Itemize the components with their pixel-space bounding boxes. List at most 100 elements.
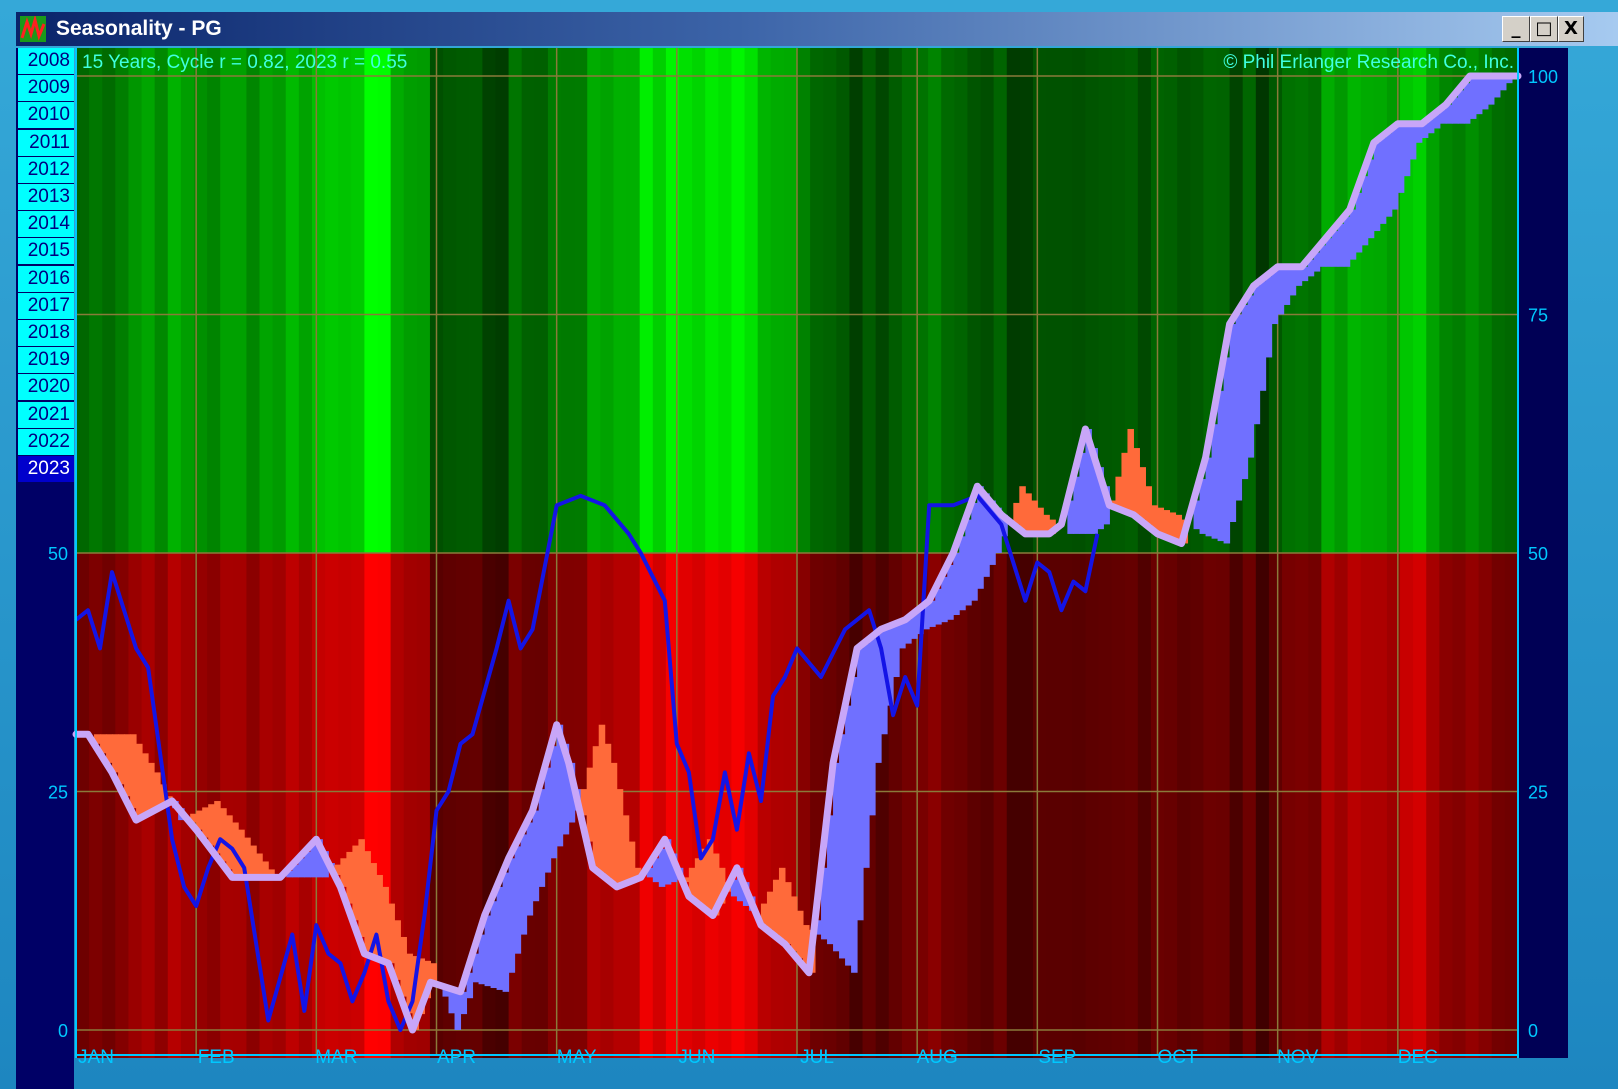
close-button[interactable]: X xyxy=(1558,16,1584,42)
divergence-bar xyxy=(1463,83,1471,124)
minimize-button[interactable]: _ xyxy=(1502,16,1530,42)
bg-band-positive xyxy=(508,48,523,553)
year-item-2013[interactable]: 2013 xyxy=(18,184,74,210)
bg-band-positive xyxy=(1164,48,1178,553)
bg-band-positive xyxy=(259,48,274,553)
year-item-2017[interactable]: 2017 xyxy=(18,292,74,319)
year-selector-panel: 2008 2009 2010 2011 2012 2013 2014 2015 2016 2017… xyxy=(16,48,74,1089)
bg-band-negative xyxy=(770,553,785,1058)
bg-band-positive xyxy=(679,48,693,553)
year-item-2019[interactable]: 2019 xyxy=(18,347,74,374)
bg-band-positive xyxy=(233,48,248,553)
y-tick-label-left: 50 xyxy=(48,544,68,564)
divergence-bar xyxy=(935,588,942,625)
bg-band-positive xyxy=(390,48,405,553)
divergence-bar xyxy=(262,861,269,878)
divergence-bar xyxy=(664,839,672,885)
bg-band-positive xyxy=(836,48,851,553)
year-item-2021[interactable]: 2021 xyxy=(18,401,74,428)
y-tick-label-right: 75 xyxy=(1528,306,1548,326)
divergence-bar xyxy=(358,839,365,937)
bg-band-negative xyxy=(1242,553,1257,1058)
year-item-2011[interactable]: 2011 xyxy=(18,129,74,156)
divergence-bar xyxy=(833,762,840,952)
year-item-2014[interactable]: 2014 xyxy=(18,211,74,238)
bg-band-negative xyxy=(1255,553,1270,1058)
year-item-2012[interactable]: 2012 xyxy=(18,156,74,183)
bg-band-negative xyxy=(954,553,969,1058)
divergence-bar xyxy=(772,879,780,935)
bg-band-negative xyxy=(272,553,287,1058)
x-tick-label: DEC xyxy=(1398,1047,1438,1068)
year-item-2008[interactable]: 2008 xyxy=(18,48,74,74)
year-item-2010[interactable]: 2010 xyxy=(18,102,74,129)
bg-band-positive xyxy=(416,48,431,553)
bg-band-negative xyxy=(1452,553,1467,1058)
divergence-bar xyxy=(1205,457,1213,537)
bg-band-negative xyxy=(1164,553,1178,1058)
window-title: Seasonality - PG xyxy=(56,17,222,40)
divergence-bar xyxy=(106,734,113,763)
bg-band-negative xyxy=(1334,553,1349,1058)
divergence-bar xyxy=(1415,123,1423,143)
divergence-bar xyxy=(718,867,726,904)
divergence-bar xyxy=(784,882,792,945)
divergence-bar xyxy=(316,839,323,878)
year-item-2016[interactable]: 2016 xyxy=(18,265,74,292)
divergence-bar xyxy=(1229,324,1237,522)
bg-band-negative xyxy=(233,553,248,1058)
divergence-bar xyxy=(496,886,504,990)
divergence-bar xyxy=(989,500,996,565)
year-item-2023[interactable]: 2023 xyxy=(18,456,74,482)
bg-band-positive xyxy=(744,48,759,553)
divergence-bar xyxy=(1433,114,1441,129)
title-bar: Seasonality - PG _ □ X xyxy=(16,12,1618,46)
divergence-bar xyxy=(1043,514,1050,534)
year-item-2018[interactable]: 2018 xyxy=(18,320,74,346)
divergence-bar xyxy=(1403,123,1411,177)
divergence-bar xyxy=(1091,448,1098,534)
bg-band-positive xyxy=(600,48,615,553)
bg-band-negative xyxy=(1111,553,1126,1058)
bg-band-negative xyxy=(797,553,811,1058)
divergence-bar xyxy=(508,858,516,973)
bg-band-negative xyxy=(285,553,300,1058)
bg-band-positive xyxy=(941,48,955,553)
bg-band-negative xyxy=(718,553,733,1058)
bg-band-negative xyxy=(1216,553,1231,1058)
divergence-bar xyxy=(562,743,570,835)
divergence-bar xyxy=(610,762,618,883)
divergence-bar xyxy=(1265,276,1273,358)
bg-band-negative xyxy=(692,553,706,1058)
divergence-bar xyxy=(340,858,347,887)
bg-band-positive xyxy=(1504,48,1519,553)
year-item-2022[interactable]: 2022 xyxy=(18,428,74,455)
year-item-2020[interactable]: 2020 xyxy=(18,374,74,401)
bg-band-negative xyxy=(679,553,693,1058)
bg-band-negative xyxy=(311,553,326,1058)
bg-band-negative xyxy=(1059,553,1073,1058)
divergence-bar xyxy=(1289,266,1297,296)
divergence-bar xyxy=(977,486,984,589)
maximize-button[interactable]: □ xyxy=(1530,16,1558,42)
divergence-bar xyxy=(1247,295,1255,458)
divergence-bar xyxy=(334,864,341,875)
year-item-2015[interactable]: 2015 xyxy=(18,238,74,265)
divergence-bar xyxy=(232,822,239,878)
bg-band-positive xyxy=(967,48,982,553)
divergence-bar xyxy=(244,837,251,878)
bg-band-negative xyxy=(298,553,313,1058)
bg-band-negative xyxy=(193,553,208,1058)
bg-band-negative xyxy=(1439,553,1454,1058)
divergence-bar xyxy=(424,960,431,999)
divergence-bar xyxy=(1451,97,1459,124)
divergence-bar xyxy=(682,877,690,883)
divergence-bar xyxy=(1385,133,1393,217)
divergence-bar xyxy=(971,502,978,601)
bg-band-positive xyxy=(364,48,379,553)
bg-band-negative xyxy=(705,553,719,1058)
divergence-bar xyxy=(226,815,233,870)
bg-band-negative xyxy=(1098,553,1113,1058)
year-item-2009[interactable]: 2009 xyxy=(18,75,74,102)
